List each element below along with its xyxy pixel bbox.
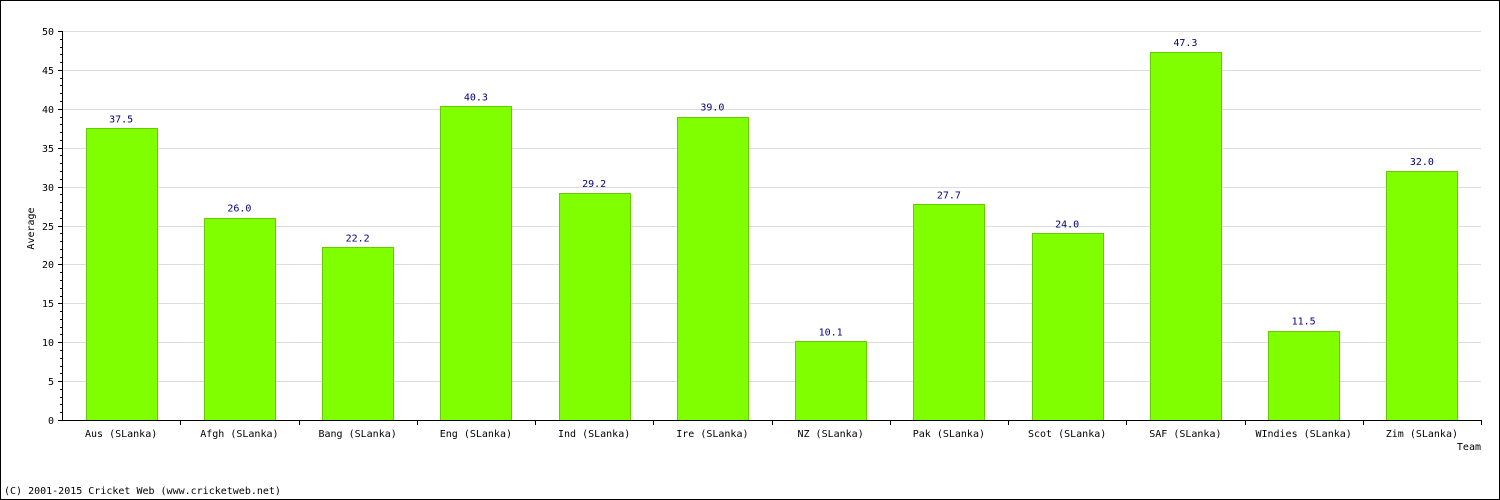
x-tick-label: Ind (SLanka) — [558, 429, 630, 440]
x-axis-label: Team — [1457, 442, 1481, 453]
y-tick-label: 45 — [42, 66, 54, 77]
x-tick-label: SAF (SLanka) — [1149, 429, 1221, 440]
y-axis-label: Average — [26, 207, 37, 249]
bar-value-label: 40.3 — [464, 92, 488, 103]
bar-value-label: 47.3 — [1173, 38, 1197, 49]
bar — [322, 247, 394, 421]
x-tick-label: Pak (SLanka) — [913, 429, 985, 440]
bar-value-label: 11.5 — [1292, 317, 1316, 328]
y-tick-label: 35 — [42, 144, 54, 155]
x-tick-label: Ire (SLanka) — [676, 429, 748, 440]
x-tick-label: Zim (SLanka) — [1386, 429, 1458, 440]
x-tick-label: WIndies (SLanka) — [1255, 429, 1351, 440]
y-tick-label: 20 — [42, 260, 54, 271]
y-tick-label: 30 — [42, 183, 54, 194]
bar-value-label: 27.7 — [937, 190, 961, 201]
x-tick-label: Aus (SLanka) — [85, 429, 157, 440]
bar — [913, 204, 985, 421]
bar — [204, 218, 276, 421]
bar — [440, 106, 512, 421]
y-tick-label: 15 — [42, 299, 54, 310]
y-tick-label: 5 — [48, 377, 54, 388]
bar-value-label: 37.5 — [109, 114, 133, 125]
bar-value-label: 29.2 — [582, 179, 606, 190]
y-tick-label: 0 — [48, 416, 54, 427]
bar — [1150, 52, 1222, 421]
bar-value-label: 32.0 — [1410, 157, 1434, 168]
x-tick-label: Bang (SLanka) — [318, 429, 396, 440]
x-tick-label: Eng (SLanka) — [440, 429, 512, 440]
bar-value-label: 24.0 — [1055, 219, 1079, 230]
bar — [86, 128, 158, 421]
bar — [559, 193, 631, 421]
y-tick-label: 40 — [42, 105, 54, 116]
bar-value-label: 26.0 — [227, 204, 251, 215]
bar — [1386, 171, 1458, 421]
axes — [58, 31, 1482, 425]
y-tick-label: 50 — [42, 27, 54, 38]
x-tick-label: Afgh (SLanka) — [200, 429, 278, 440]
bar — [677, 117, 749, 421]
y-tick-label: 10 — [42, 338, 54, 349]
copyright-notice: (C) 2001-2015 Cricket Web (www.cricketwe… — [4, 486, 281, 497]
bars — [86, 52, 1458, 421]
bar — [795, 341, 867, 421]
x-tick-label: Scot (SLanka) — [1028, 429, 1106, 440]
gridlines — [62, 31, 1481, 382]
y-tick-label: 25 — [42, 222, 54, 233]
bar-value-label: 10.1 — [819, 327, 843, 338]
bar — [1268, 331, 1340, 421]
labels: 0 5 10 15 20 25 30 35 40 45 50 37.5 Aus (SLanka) 26.0… — [42, 27, 1458, 440]
x-tick-label: NZ (SLanka) — [798, 429, 864, 440]
bar-value-label: 39.0 — [700, 103, 724, 114]
bar-value-label: 22.2 — [346, 233, 370, 244]
bar — [1032, 233, 1104, 421]
